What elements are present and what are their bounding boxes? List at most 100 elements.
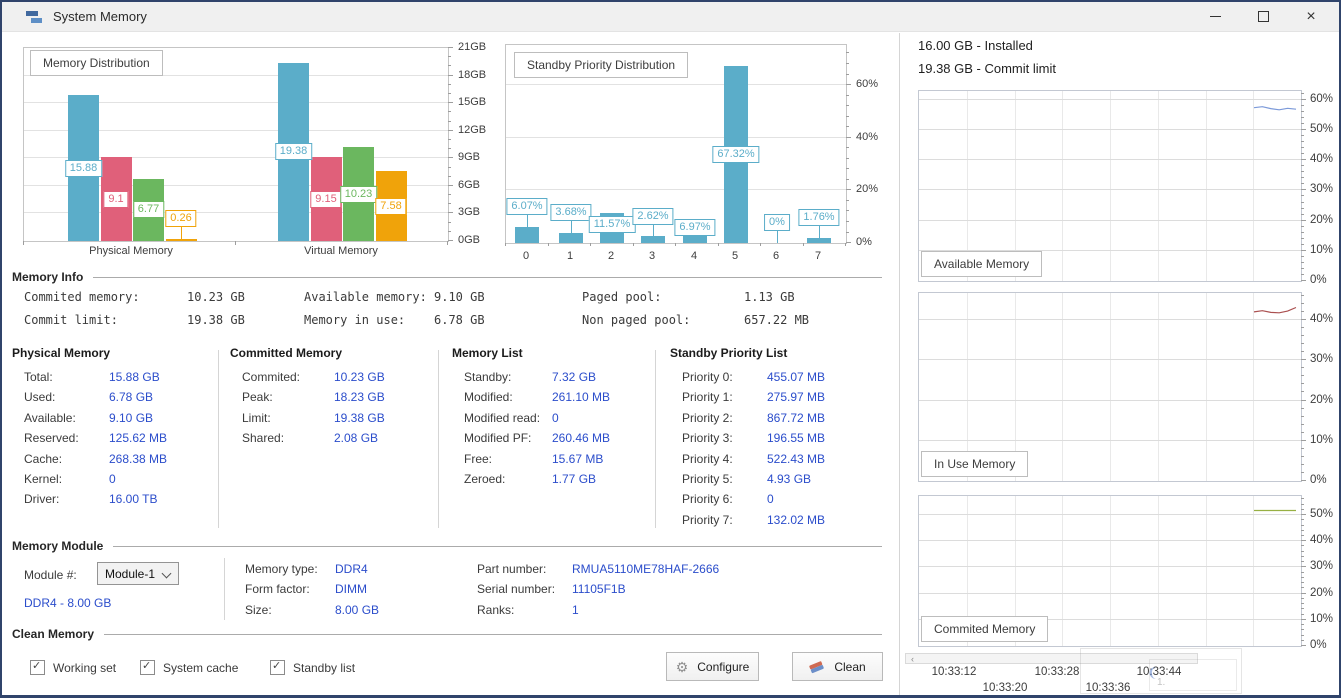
- checkbox-system-cache[interactable]: ✓ System cache: [140, 660, 238, 675]
- module-number-label: Module #:: [24, 568, 77, 582]
- axis-tick: [846, 157, 849, 159]
- checkbox-box[interactable]: ✓: [140, 660, 155, 675]
- axis-tick: [1301, 327, 1304, 329]
- minimize-button[interactable]: [1191, 2, 1239, 31]
- checkbox-box[interactable]: ✓: [30, 660, 45, 675]
- axis-tick: [1301, 343, 1304, 345]
- row-label: Ranks:: [477, 602, 515, 617]
- row-value: 522.43 MB: [767, 451, 826, 466]
- gridline: [919, 399, 1301, 401]
- gridline: [919, 219, 1301, 221]
- time-scrollbar[interactable]: ‹: [905, 653, 1198, 664]
- bar-value-label: 10.23: [339, 185, 378, 203]
- y-tick-label: 20%: [1310, 213, 1334, 226]
- window-controls: ×: [1191, 2, 1335, 31]
- checkbox-box[interactable]: ✓: [270, 660, 285, 675]
- bar: [641, 236, 665, 243]
- table-row: Modified read: 0: [464, 411, 650, 431]
- maximize-button[interactable]: [1239, 2, 1287, 31]
- checkbox-label: Standby list: [293, 660, 356, 675]
- axis-tick: [1301, 645, 1306, 646]
- axis-tick: [448, 93, 451, 94]
- axis-tick: [846, 84, 851, 85]
- table-row: Priority 4: 522.43 MB: [682, 452, 888, 472]
- gridline: [1205, 91, 1207, 281]
- axis-tick: [505, 243, 506, 246]
- axis-tick: [1301, 582, 1304, 584]
- table-row: Serial number: 11105F1B: [477, 582, 719, 602]
- axis-tick: [1301, 423, 1304, 425]
- gridline: [919, 189, 1301, 191]
- axis-tick: [1301, 267, 1304, 269]
- axis-tick: [1301, 540, 1306, 542]
- axis-tick: [1301, 294, 1304, 296]
- axis-tick: [1301, 431, 1304, 433]
- axis-tick: [1301, 571, 1304, 573]
- table-row: Modified PF: 260.46 MB: [464, 431, 650, 451]
- axis-tick: [846, 105, 849, 107]
- gridline: [506, 189, 846, 191]
- module-specs-left: Memory type: DDR4 Form factor: DIMM Size: 8.0…: [245, 562, 379, 623]
- scroll-left-icon[interactable]: ‹: [911, 653, 914, 664]
- checkbox-standby-list[interactable]: ✓ Standby list: [270, 660, 355, 675]
- gridline: [1253, 293, 1255, 481]
- section-rule: [93, 277, 882, 278]
- axis-tick: [846, 73, 849, 75]
- time-tick-label: 10:33:28: [1034, 666, 1080, 678]
- axis-tick: [846, 147, 849, 149]
- row-value: 7.32 GB: [552, 370, 597, 384]
- gridline: [1062, 91, 1064, 281]
- axis-tick: [1301, 399, 1306, 401]
- table-row: Shared: 2.08 GB: [242, 431, 432, 451]
- row-value: 1: [572, 602, 579, 617]
- axis-tick: [846, 220, 849, 222]
- y-tick-label: 20%: [1310, 393, 1334, 406]
- table-row: Memory type: DDR4: [245, 562, 379, 582]
- close-button[interactable]: ×: [1287, 2, 1335, 31]
- row-value: 6.78 GB: [109, 390, 154, 405]
- table-row: Priority 3: 196.55 MB: [682, 431, 888, 451]
- section-rule: [113, 546, 882, 547]
- clean-button[interactable]: Clean: [792, 652, 883, 681]
- gridline: [1157, 91, 1159, 281]
- axis-tick: [1301, 123, 1304, 124]
- module-select[interactable]: Module-1: [97, 562, 179, 585]
- chevron-down-icon: [161, 568, 172, 579]
- gridline: [1157, 293, 1159, 481]
- axis-tick: [1301, 587, 1304, 589]
- axis-tick: [1301, 471, 1304, 473]
- row-value: 10.23 GB: [334, 370, 385, 384]
- axis-tick: [235, 241, 236, 245]
- x-category-label: 3: [648, 250, 656, 262]
- memory-distribution-plot: 15.88 19.38 9.1 9.15 6.77 10.23 0.26 7.58: [23, 47, 449, 242]
- row-value: DIMM: [335, 582, 367, 597]
- axis-tick: [448, 240, 453, 241]
- checkbox-working-set[interactable]: ✓ Working set: [30, 660, 116, 675]
- module-select-value: Module-1: [105, 566, 156, 581]
- row-label: Priority 6:: [682, 492, 733, 507]
- row-value: 196.55 MB: [767, 431, 826, 446]
- checkbox-label: Working set: [53, 660, 117, 675]
- label-stem: [653, 225, 654, 237]
- row-value: 4.93 GB: [767, 471, 812, 486]
- table-row: Size: 8.00 GB: [245, 603, 379, 623]
- axis-tick: [1301, 519, 1304, 521]
- axis-tick: [448, 111, 451, 113]
- axis-tick: [448, 56, 451, 58]
- row-label: Free:: [464, 451, 493, 466]
- row-value: 15.88 GB: [109, 370, 160, 384]
- info-value: 19.38 GB: [187, 313, 245, 327]
- bar-value-label: 11.57%: [588, 216, 636, 233]
- configure-button[interactable]: ⚙ Configure: [666, 652, 759, 681]
- axis-tick: [1301, 383, 1304, 385]
- y-tick-label: 15GB: [458, 96, 487, 109]
- gridline: [1014, 91, 1016, 281]
- axis-tick: [1301, 629, 1304, 631]
- axis-tick: [1301, 498, 1304, 500]
- axis-tick: [1301, 463, 1304, 465]
- axis-tick: [448, 129, 453, 131]
- axis-tick: [1301, 555, 1304, 557]
- info-label: Commit limit:: [24, 313, 118, 327]
- window-title: System Memory: [53, 9, 147, 24]
